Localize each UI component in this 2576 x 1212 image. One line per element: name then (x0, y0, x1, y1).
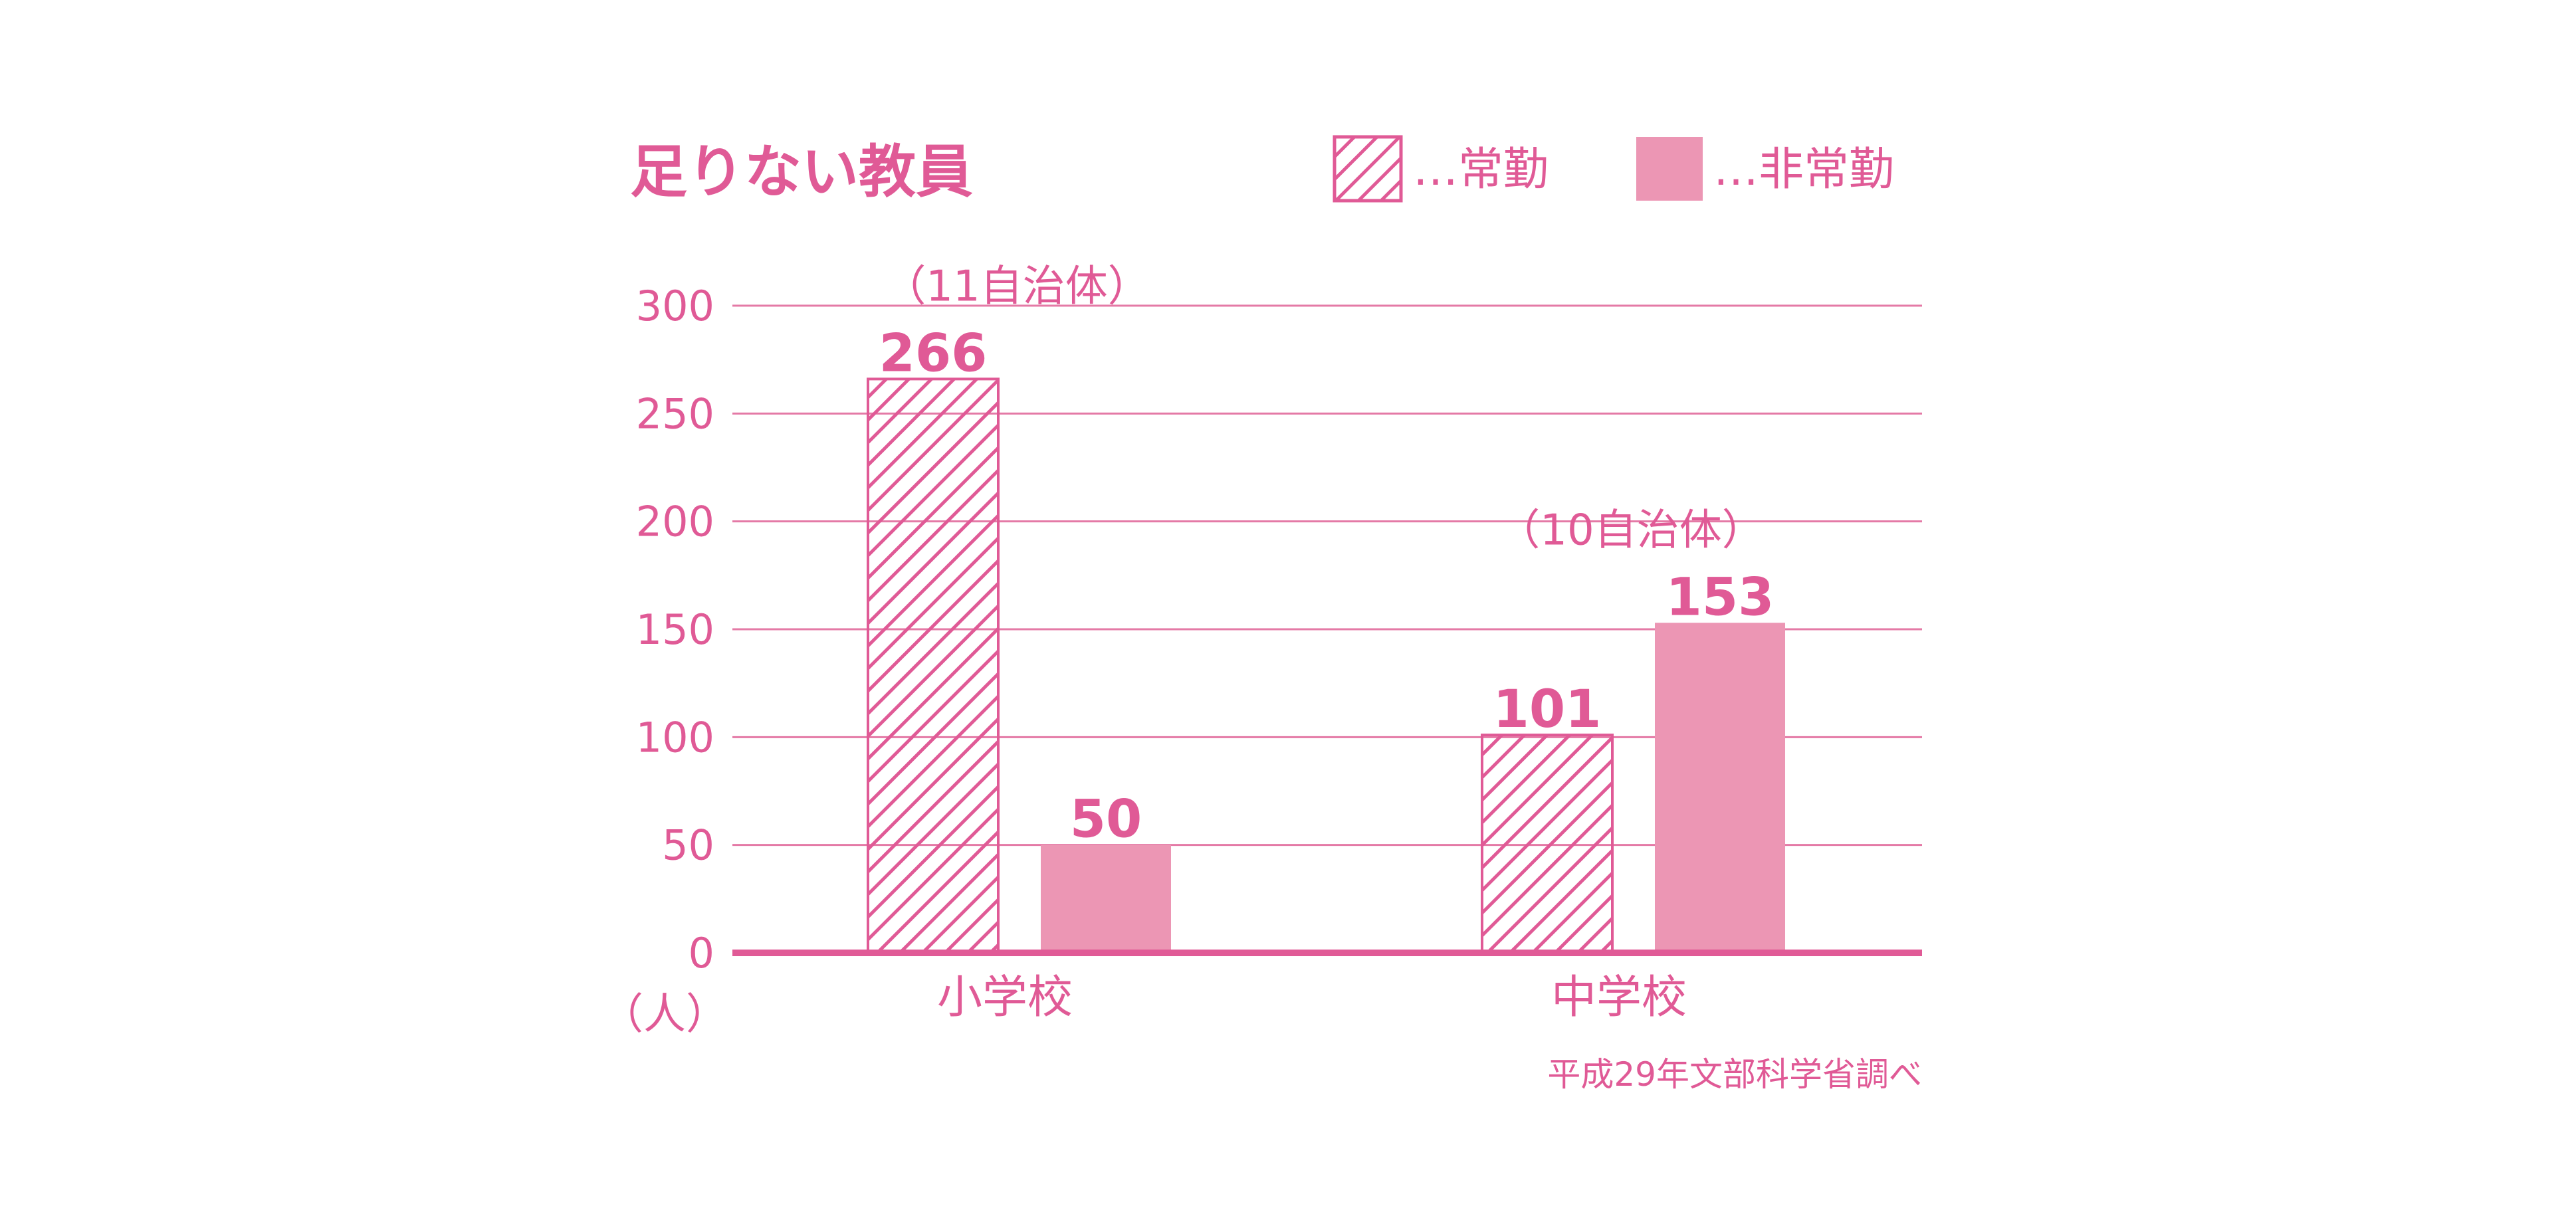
group-notes: （11自治体） （10自治体） (883, 262, 1764, 555)
legend: …常勤 …非常勤 (1333, 135, 1894, 203)
legend-swatch-solid (1636, 137, 1703, 201)
y-tick-label: 150 (636, 605, 714, 654)
value-labels: 266 50 101 153 (879, 324, 1774, 849)
legend-label-parttime: …非常勤 (1713, 144, 1894, 196)
group-note: （10自治体） (1497, 506, 1764, 555)
y-tick-label: 200 (636, 498, 714, 546)
legend-label-fulltime: …常勤 (1413, 144, 1549, 196)
bars (867, 377, 1785, 954)
y-tick-label: 300 (636, 282, 714, 330)
bar-fulltime (1481, 734, 1614, 954)
y-tick-label: 250 (636, 389, 714, 438)
bar-value-label: 153 (1666, 567, 1774, 627)
category-label: 小学校 (937, 971, 1073, 1024)
bar-value-label: 266 (879, 324, 988, 383)
bar-value-label: 50 (1070, 790, 1142, 850)
category-labels: 小学校 中学校 (937, 971, 1687, 1024)
bar-fulltime (867, 377, 1000, 954)
y-tick-label: 0 (689, 929, 714, 977)
source-note: 平成29年文部科学省調べ (1547, 1055, 1922, 1094)
category-label: 中学校 (1551, 971, 1687, 1024)
bar-parttime (1041, 845, 1171, 953)
chart-title: 足りない教員 (630, 139, 973, 205)
y-axis-ticks: 0 50 100 150 200 250 300 (636, 282, 714, 977)
group-note: （11自治体） (883, 262, 1150, 311)
bar-parttime (1655, 623, 1785, 953)
y-axis-unit: （人） (601, 990, 728, 1039)
bar-value-label: 101 (1493, 680, 1602, 740)
y-tick-label: 50 (662, 821, 714, 870)
y-tick-label: 100 (636, 713, 714, 761)
legend-swatch-hatched (1333, 135, 1403, 203)
